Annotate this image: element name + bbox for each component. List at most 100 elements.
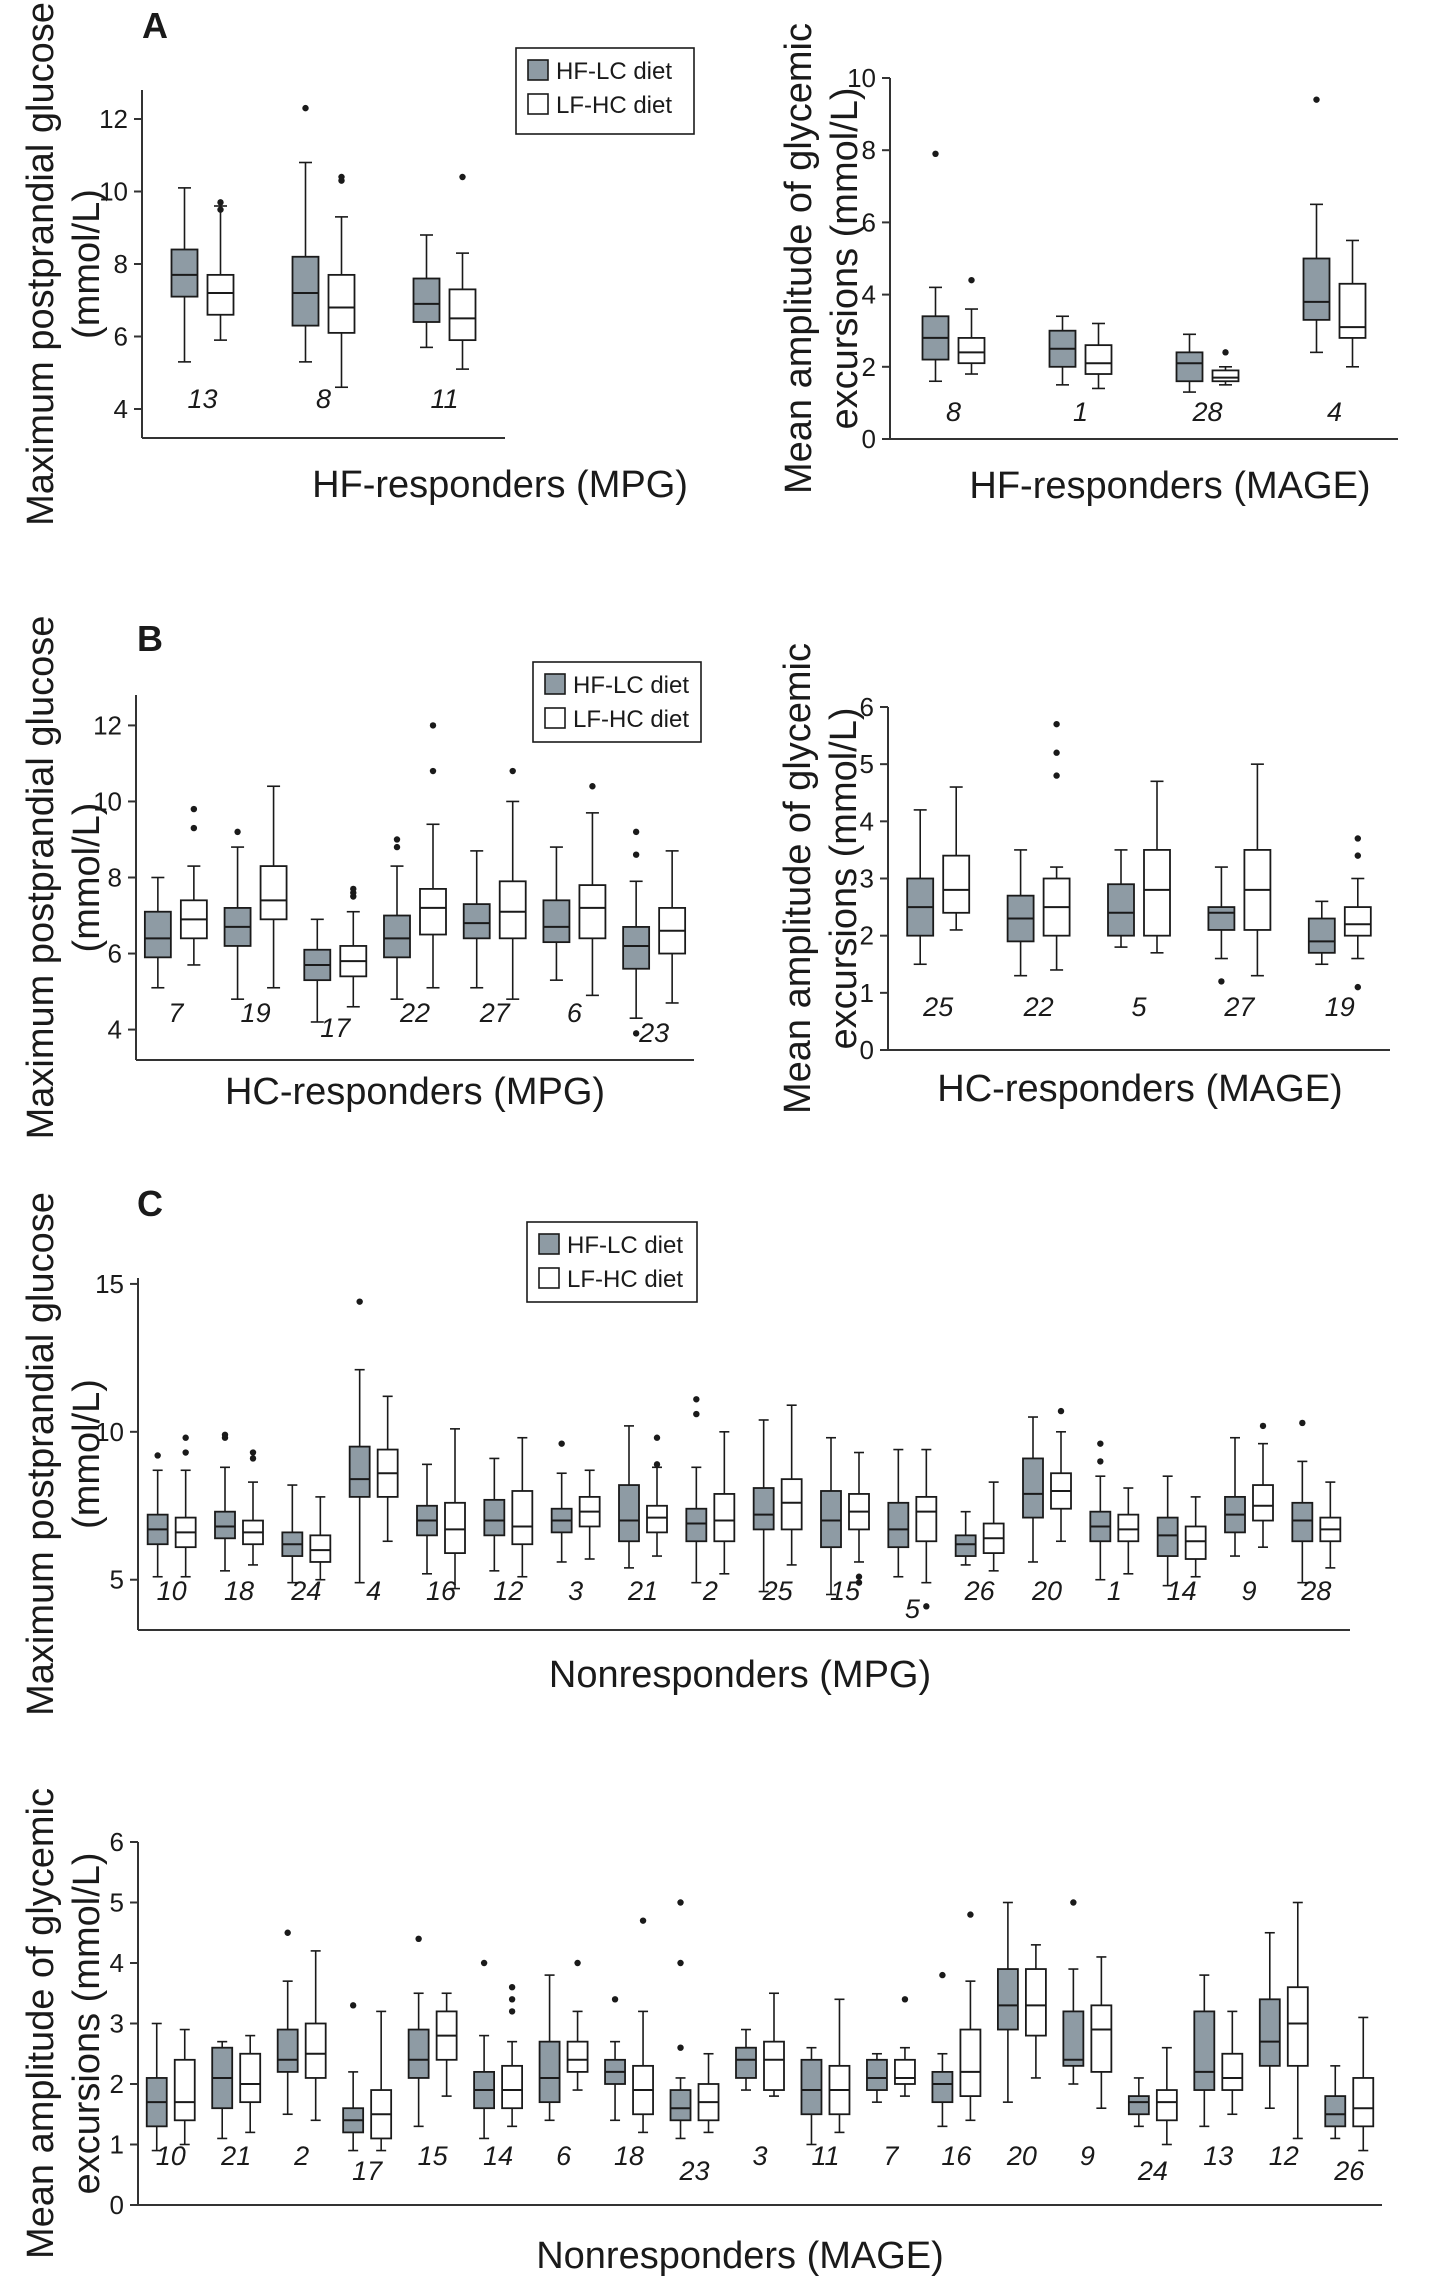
- hf-lc-box: [281, 1484, 304, 1584]
- subject-id-label: 4: [366, 1576, 381, 1606]
- subject-id-label: 6: [567, 998, 583, 1028]
- legend: HF-LC diet LF-HC diet: [532, 661, 702, 743]
- iqr-box: [713, 1493, 736, 1543]
- subject-group: 17: [303, 885, 368, 1043]
- y-tick-label: 0: [862, 424, 876, 454]
- subject-group: 14: [1156, 1475, 1207, 1606]
- subject-id-label: 20: [1031, 1576, 1062, 1606]
- hf-lc-box: [1048, 315, 1077, 386]
- lf-hc-box: [1211, 349, 1240, 386]
- subject-id-label: 12: [1269, 2141, 1299, 2171]
- iqr-box: [448, 288, 477, 342]
- iqr-box: [412, 277, 441, 323]
- lf-hc-box: [1243, 763, 1272, 977]
- subject-id-label: 23: [638, 1018, 669, 1048]
- lf-hc-box: [982, 1481, 1005, 1572]
- iqr-box: [685, 1507, 708, 1543]
- outlier-point: [611, 1996, 619, 2003]
- outlier-point: [939, 1971, 946, 1979]
- iqr-box: [566, 2040, 589, 2073]
- hf-lc-box: [618, 1425, 640, 1569]
- subject-id-label: 12: [493, 1576, 523, 1606]
- iqr-box: [309, 1534, 332, 1563]
- subject-group: 18: [214, 1431, 264, 1606]
- outlier-point: [1218, 978, 1225, 985]
- lf-hc-box: [658, 850, 687, 1004]
- subject-id-label: 7: [883, 2141, 899, 2171]
- outlier-point: [249, 1449, 257, 1456]
- subject-id-label: 14: [1167, 1576, 1197, 1606]
- lf-hc-box: [566, 1959, 589, 2091]
- subject-group: 16: [416, 1428, 466, 1606]
- legend-swatch-lf-hc: [527, 93, 549, 115]
- y-axis-title: Mean amplitude of glycemic: [20, 1788, 62, 2259]
- lf-hc-box: [1319, 1481, 1342, 1569]
- subject-group: 1: [1048, 315, 1113, 427]
- iqr-box: [383, 914, 411, 959]
- lf-hc-box: [339, 885, 368, 1008]
- iqr-box: [1221, 2052, 1244, 2091]
- iqr-box: [1258, 1998, 1281, 2067]
- outlier-point: [302, 104, 309, 112]
- subject-id-label: 14: [483, 2141, 513, 2171]
- y-tick-label: 5: [110, 1565, 124, 1595]
- lf-hc-box: [1252, 1422, 1274, 1548]
- lf-hc-box: [1184, 1496, 1207, 1578]
- subject-group: 8: [291, 104, 356, 414]
- subject-id-label: 1: [1073, 397, 1088, 427]
- iqr-box: [1062, 2010, 1085, 2067]
- y-tick-label: 10: [99, 177, 128, 207]
- iqr-box: [780, 1478, 803, 1531]
- subject-id-label: 5: [905, 1594, 921, 1624]
- y-axis-title: (mmol/L): [66, 803, 108, 953]
- subject-id-label: 9: [1080, 2141, 1095, 2171]
- subject-id-label: 8: [946, 397, 961, 427]
- y-axis-title: Mean amplitude of glycemic: [778, 23, 820, 494]
- x-axis-title: Nonresponders (MPG): [549, 1654, 931, 1696]
- outlier-point: [356, 1298, 363, 1305]
- iqr-box: [1143, 849, 1171, 937]
- y-tick-label: 4: [110, 1948, 124, 1978]
- legend-swatch-lf-hc: [544, 707, 566, 729]
- iqr-box: [1252, 1484, 1274, 1522]
- iqr-box: [942, 854, 971, 914]
- lf-hc-box: [259, 785, 288, 989]
- subject-id-label: 16: [426, 1576, 457, 1606]
- outlier-point: [349, 2002, 357, 2009]
- lf-hc-box: [435, 1992, 458, 2097]
- subject-group: 28: [1291, 1419, 1342, 1606]
- lf-hc-box: [498, 767, 527, 1000]
- hf-lc-box: [1127, 2077, 1150, 2128]
- outlier-point: [249, 1455, 257, 1462]
- hf-lc-box: [1006, 849, 1035, 977]
- iqr-box: [954, 1534, 977, 1557]
- iqr-box: [894, 2058, 916, 2085]
- subject-id-label: 27: [1223, 992, 1255, 1022]
- iqr-box: [444, 1501, 466, 1554]
- iqr-box: [1184, 1525, 1207, 1560]
- subject-id-label: 10: [156, 2141, 186, 2171]
- lf-hc-box: [327, 173, 356, 389]
- hf-lc-box: [1324, 2065, 1347, 2140]
- lf-hc-box: [1143, 780, 1171, 954]
- lf-hc-box: [1338, 239, 1367, 368]
- subject-group: 25: [906, 786, 971, 1022]
- iqr-box: [1286, 1986, 1309, 2067]
- outlier-point: [190, 805, 198, 813]
- iqr-box: [419, 888, 447, 936]
- y-tick-label: 8: [114, 249, 128, 279]
- y-tick-label: 0: [110, 2190, 124, 2220]
- lf-hc-box: [501, 1984, 524, 2128]
- outlier-point: [632, 828, 640, 836]
- legend-swatch-lf-hc: [538, 1267, 560, 1289]
- subject-group: 15: [407, 1935, 458, 2171]
- iqr-box: [931, 2070, 954, 2104]
- lf-hc-box: [1024, 1944, 1047, 2079]
- lf-hc-box: [448, 173, 477, 370]
- iqr-box: [1338, 282, 1367, 339]
- lf-hc-box: [239, 2034, 262, 2134]
- chart-panel-1: 4 6 8 10 12 Maximum postprandial glucose (mmol…: [20, 2, 695, 526]
- subject-group: 9: [1224, 1422, 1274, 1606]
- subject-group: 20: [1022, 1407, 1072, 1606]
